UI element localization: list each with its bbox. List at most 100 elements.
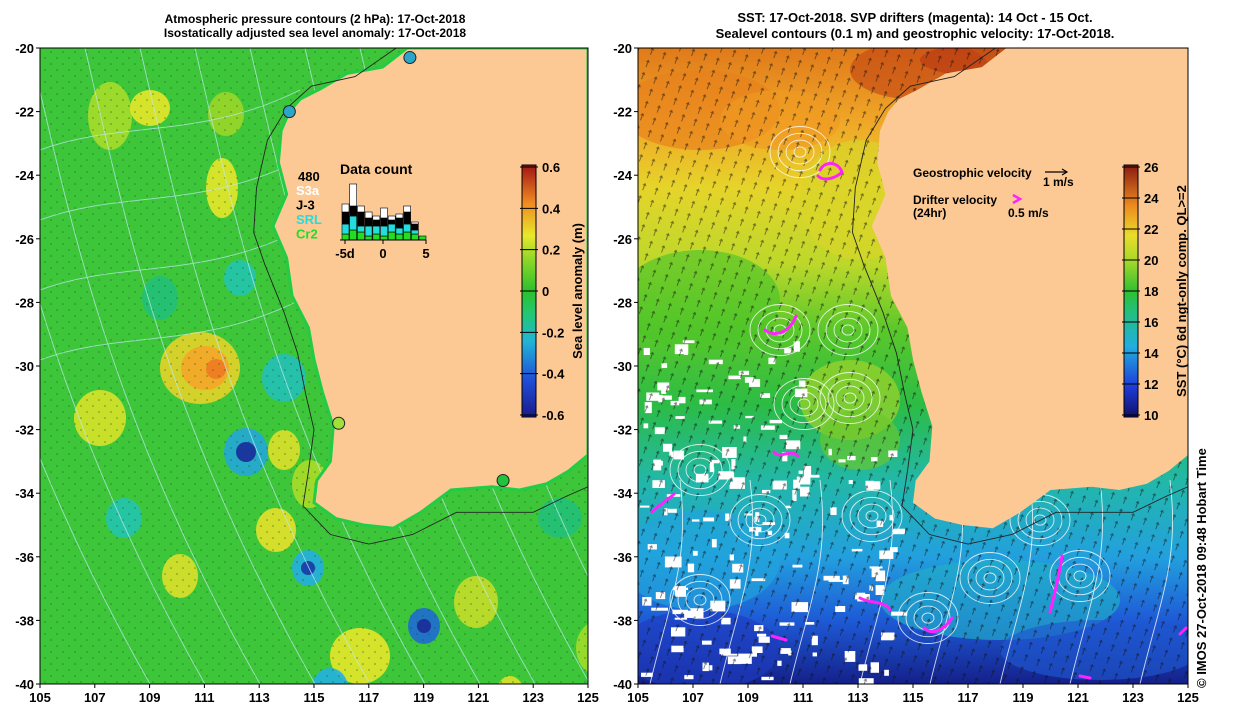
right-panel-title: SST: 17-Oct-2018. SVP drifters (magenta)… bbox=[630, 10, 1200, 42]
drifter-track bbox=[1078, 674, 1092, 680]
drifter-track bbox=[772, 450, 800, 458]
drifter-track bbox=[650, 492, 676, 514]
drifter-track bbox=[1048, 554, 1064, 614]
y-tick-label: -36 bbox=[15, 550, 34, 565]
x-tick-label: 107 bbox=[84, 690, 106, 705]
x-tick-label: 115 bbox=[304, 690, 325, 705]
drifter-track bbox=[922, 616, 954, 634]
x-tick-label: 125 bbox=[1177, 690, 1199, 705]
drifter-scale-arrow bbox=[1012, 193, 1023, 205]
x-tick-label: 113 bbox=[848, 690, 869, 705]
colorbar-tick-label: 20 bbox=[1144, 253, 1158, 268]
data-count-legend-item: Cr2 bbox=[296, 227, 318, 242]
geostrophic-velocity-label: Geostrophic velocity bbox=[913, 166, 1032, 180]
geostrophic-scale-value: 1 m/s bbox=[1043, 175, 1074, 189]
x-tick-label: 123 bbox=[522, 690, 544, 705]
sst-colorbar-label: SST (°C) 6d ngt-only comp. QL>=2 bbox=[1174, 185, 1189, 397]
colorbar-tick-label: 22 bbox=[1144, 222, 1158, 237]
drifter-track bbox=[858, 596, 892, 612]
sla-colorbar-ticks: 0.6 0.4 0.2 0 -0.2 -0.4 -0.6 bbox=[520, 160, 565, 423]
data-count-bars bbox=[341, 183, 427, 241]
y-tick-label: -36 bbox=[613, 550, 632, 565]
land-mass-right bbox=[871, 48, 1188, 529]
y-tick-label: -32 bbox=[613, 423, 632, 438]
y-tick-label: -32 bbox=[15, 423, 34, 438]
colorbar-tick-label: 0.6 bbox=[542, 160, 560, 175]
drifter-track bbox=[816, 162, 844, 181]
x-tick-label: 107 bbox=[682, 690, 704, 705]
data-count-xticks: -5d 0 5 bbox=[335, 240, 430, 261]
y-tick-label: -26 bbox=[15, 232, 34, 247]
y-tick-label: -26 bbox=[613, 232, 632, 247]
sla-colorbar-label: Sea level anomaly (m) bbox=[570, 223, 585, 359]
tide-gauges bbox=[282, 51, 510, 487]
sst-colorbar-ticks: 26 24 22 20 18 16 14 12 10 bbox=[1122, 160, 1159, 423]
colorbar-tick-label: 16 bbox=[1144, 315, 1158, 330]
y-tick-label: -24 bbox=[15, 168, 35, 183]
y-tick-label: -30 bbox=[613, 359, 632, 374]
x-tick-label: 121 bbox=[1067, 690, 1089, 705]
right-title-line2: Sealevel contours (0.1 m) and geostrophi… bbox=[715, 26, 1115, 41]
colorbar-tick-label: 0.4 bbox=[542, 201, 561, 216]
y-tick-label: -40 bbox=[15, 677, 34, 692]
sla-colorbar: 0.6 0.4 0.2 0 -0.2 -0.4 -0.6 Sea level anomaly… bbox=[520, 160, 585, 423]
velocity-legend: Geostrophic velocity 1 m/s Drifter veloc… bbox=[913, 166, 1074, 220]
imos-credit: © IMOS 27-Oct-2018 09:48 Hobart Time bbox=[1194, 448, 1209, 688]
data-count-xtick: -5d bbox=[335, 246, 355, 261]
x-tick-label: 113 bbox=[249, 690, 270, 705]
drifter-scale-value: 0.5 m/s bbox=[1008, 206, 1049, 220]
y-tick-label: -20 bbox=[15, 41, 34, 56]
y-tick-label: -22 bbox=[15, 105, 34, 120]
y-tick-label: -34 bbox=[15, 486, 35, 501]
left-panel-title: Atmospheric pressure contours (2 hPa): 1… bbox=[40, 12, 590, 40]
sst-colorbar: 26 24 22 20 18 16 14 12 10 SST (°C) 6d ngt-only … bbox=[1122, 160, 1189, 423]
colorbar-tick-label: 0 bbox=[542, 284, 549, 299]
left-title-line2: Isostatically adjusted sea level anomaly… bbox=[163, 26, 467, 40]
colorbar-tick-label: 12 bbox=[1144, 377, 1158, 392]
drifter-track bbox=[1178, 626, 1188, 636]
y-tick-label: -40 bbox=[613, 677, 632, 692]
y-tick-label: -38 bbox=[613, 613, 632, 628]
x-tick-label: 117 bbox=[358, 690, 379, 705]
colorbar-tick-label: -0.2 bbox=[542, 325, 564, 340]
left-axes: 105 107 109 111 113 115 117 119 121 123 125 -20 -22 -… bbox=[15, 41, 599, 705]
y-tick-label: -22 bbox=[613, 105, 632, 120]
shelf-break-line-right bbox=[852, 48, 1188, 545]
colorbar-tick-label: -0.6 bbox=[542, 408, 564, 423]
data-count-legend-item: S3a bbox=[296, 183, 320, 198]
shelf-break-line bbox=[253, 48, 588, 545]
left-title-line1: Atmospheric pressure contours (2 hPa): 1… bbox=[164, 12, 466, 26]
data-count-legend-item: J-3 bbox=[296, 198, 315, 213]
y-tick-label: -38 bbox=[15, 613, 34, 628]
x-tick-label: 105 bbox=[29, 690, 51, 705]
x-tick-label: 111 bbox=[793, 690, 813, 705]
x-tick-label: 119 bbox=[413, 690, 434, 705]
tide-gauge-marker bbox=[496, 473, 510, 487]
colorbar-tick-label: 26 bbox=[1144, 160, 1158, 175]
x-tick-label: 105 bbox=[627, 690, 649, 705]
colorbar-tick-label: 24 bbox=[1144, 191, 1159, 206]
colorbar-tick-label: -0.4 bbox=[542, 367, 565, 382]
x-tick-label: 119 bbox=[1013, 690, 1034, 705]
right-title-line1: SST: 17-Oct-2018. SVP drifters (magenta)… bbox=[737, 10, 1093, 25]
x-tick-label: 111 bbox=[194, 690, 214, 705]
right-sst-map bbox=[638, 48, 1188, 684]
y-tick-label: -28 bbox=[15, 295, 34, 310]
data-count-legend-item: SRL bbox=[296, 212, 322, 227]
x-tick-label: 123 bbox=[1122, 690, 1144, 705]
colorbar-tick-label: 14 bbox=[1144, 346, 1159, 361]
data-count-xtick: 5 bbox=[422, 246, 429, 261]
x-tick-label: 125 bbox=[577, 690, 599, 705]
x-tick-label: 109 bbox=[737, 690, 759, 705]
svp-drifter-tracks bbox=[650, 162, 1188, 680]
tide-gauge-marker bbox=[332, 416, 346, 430]
x-tick-label: 121 bbox=[468, 690, 490, 705]
data-count-xtick: 0 bbox=[379, 246, 386, 261]
drifter-track bbox=[763, 314, 798, 335]
tide-gauge-marker bbox=[282, 105, 296, 119]
left-sla-map bbox=[40, 48, 588, 684]
drifter-track bbox=[770, 634, 788, 642]
